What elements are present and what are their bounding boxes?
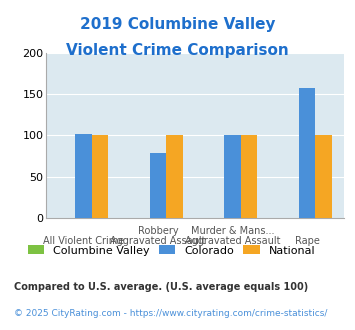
Text: © 2025 CityRating.com - https://www.cityrating.com/crime-statistics/: © 2025 CityRating.com - https://www.city… (14, 309, 328, 317)
Text: Compared to U.S. average. (U.S. average equals 100): Compared to U.S. average. (U.S. average … (14, 282, 308, 292)
Text: Aggravated Assault: Aggravated Assault (185, 236, 280, 246)
Bar (75, 134, 92, 218)
Text: Robbery: Robbery (138, 226, 178, 236)
Bar (241, 135, 257, 218)
Text: Rape: Rape (295, 236, 320, 246)
Text: Murder & Mans...: Murder & Mans... (191, 226, 274, 236)
Legend: Columbine Valley, Colorado, National: Columbine Valley, Colorado, National (23, 241, 320, 260)
Text: 2019 Columbine Valley: 2019 Columbine Valley (80, 16, 275, 31)
Text: All Violent Crime: All Violent Crime (43, 236, 124, 246)
Text: Violent Crime Comparison: Violent Crime Comparison (66, 43, 289, 58)
Bar (166, 135, 182, 218)
Text: Aggravated Assault: Aggravated Assault (110, 236, 206, 246)
Bar (299, 88, 315, 218)
Bar (150, 153, 166, 218)
Bar (315, 135, 332, 218)
Bar (224, 135, 241, 218)
Bar (92, 135, 108, 218)
